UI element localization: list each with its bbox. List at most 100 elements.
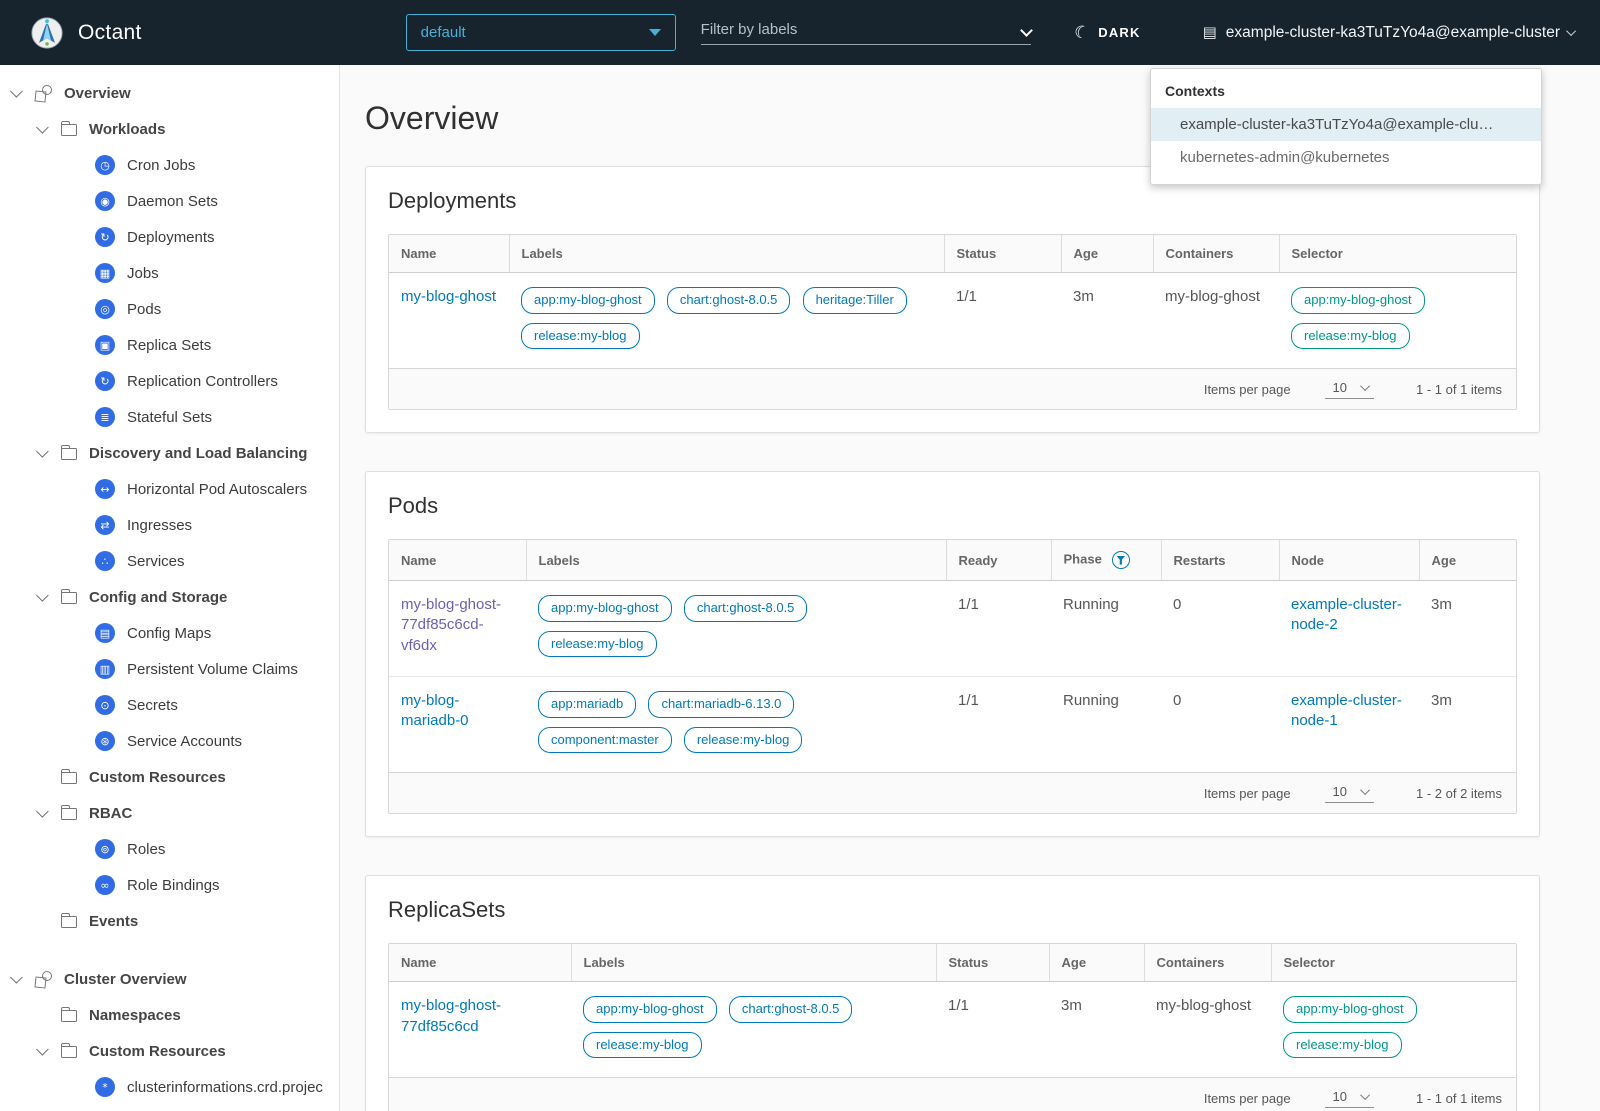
sidebar-item-cluster-overview[interactable]: Cluster Overview (0, 961, 339, 997)
items-per-page-select[interactable]: 10 (1324, 784, 1375, 803)
label-pill[interactable]: app:mariadb (538, 691, 637, 718)
label-pill[interactable]: app:my-blog-ghost (583, 996, 717, 1023)
sidebar-item-config-maps[interactable]: ▤ Config Maps (0, 615, 339, 651)
label-pill[interactable]: chart:ghost-8.0.5 (666, 287, 791, 314)
chevron-down-icon[interactable] (36, 804, 49, 818)
sidebar-item-deployments[interactable]: ↻ Deployments (0, 219, 339, 255)
sidebar-item-overview[interactable]: Overview (0, 75, 339, 111)
sidebar-item-roles[interactable]: ⊚ Roles (0, 831, 339, 867)
sidebar-item-persistent-volume-claims[interactable]: ▥ Persistent Volume Claims (0, 651, 339, 687)
items-per-page-select[interactable]: 10 (1324, 1089, 1375, 1108)
pods-card: Pods Name Labels Ready Phase Restarts No… (365, 471, 1540, 838)
items-per-page-select[interactable]: 10 (1324, 380, 1375, 399)
deployments-icon: ↻ (95, 227, 115, 247)
chevron-down-icon[interactable] (36, 1042, 49, 1056)
label-filter-input[interactable] (700, 20, 1014, 38)
sidebar-item-clusterinformations[interactable]: * clusterinformations.crd.projec (0, 1069, 339, 1105)
column-header-phase: Phase (1050, 540, 1161, 582)
table-row: my-blog-ghost app:my-blog-ghost chart:gh… (389, 273, 1516, 369)
sidebar-item-ingresses[interactable]: ⇄ Ingresses (0, 507, 339, 543)
sidebar-item-stateful-sets[interactable]: ≣ Stateful Sets (0, 399, 339, 435)
node-link[interactable]: example-cluster-node-1 (1291, 692, 1402, 730)
pod-name-link[interactable]: my-blog-mariadb-0 (401, 692, 469, 730)
folder-icon (60, 912, 77, 928)
label-pill[interactable]: release:my-blog (683, 726, 803, 754)
sidebar-item-daemon-sets[interactable]: ◉ Daemon Sets (0, 183, 339, 219)
selector-pill[interactable]: release:my-blog (1291, 322, 1410, 350)
label-pill[interactable]: chart:mariadb-6.13.0 (648, 691, 795, 718)
sidebar-group-config-and-storage[interactable]: Config and Storage (0, 579, 339, 615)
phase-value: Running (1063, 692, 1119, 710)
sidebar-group-events[interactable]: Events (0, 903, 339, 939)
replicaset-name-link[interactable]: my-blog-ghost-77df85c6cd (401, 997, 502, 1035)
selector-pill[interactable]: app:my-blog-ghost (1283, 996, 1417, 1023)
pods-table: Name Labels Ready Phase Restarts Node Ag… (388, 539, 1517, 815)
column-header-age: Age (1418, 540, 1516, 582)
theme-toggle-button[interactable]: ☾ DARK (1072, 21, 1141, 43)
pod-name-link[interactable]: my-blog-ghost-77df85c6cd-vf6dx (401, 596, 502, 654)
context-label: example-cluster-ka3TuTzYo4a@example-clus… (1225, 23, 1560, 41)
label-pill[interactable]: release:my-blog (521, 322, 640, 350)
sidebar-item-role-bindings[interactable]: ∞ Role Bindings (0, 867, 339, 903)
context-selector[interactable]: ▤ example-cluster-ka3TuTzYo4a@example-cl… (1203, 23, 1577, 42)
restarts-value: 0 (1173, 692, 1182, 710)
sidebar-item-horizontal-pod-autoscalers[interactable]: ↔ Horizontal Pod Autoscalers (0, 471, 339, 507)
folder-icon (60, 444, 77, 460)
label-pill[interactable]: release:my-blog (583, 1031, 702, 1059)
sidebar-group-discovery-load-balancing[interactable]: Discovery and Load Balancing (0, 435, 339, 471)
label-pill[interactable]: component:master (538, 726, 672, 754)
sidebar-item-secrets[interactable]: ⊙ Secrets (0, 687, 339, 723)
label-filter (700, 20, 1033, 45)
column-header-restarts: Restarts (1160, 540, 1279, 582)
selector-pill[interactable]: app:my-blog-ghost (1291, 287, 1425, 314)
label-pill[interactable]: app:my-blog-ghost (521, 287, 655, 314)
sidebar-group-cluster-custom-resources[interactable]: Custom Resources (0, 1033, 339, 1069)
chevron-down-icon[interactable] (36, 120, 49, 134)
label-pill[interactable]: heritage:Tiller (802, 287, 907, 314)
label-pill[interactable]: chart:ghost-8.0.5 (728, 996, 853, 1023)
sidebar-group-workloads[interactable]: Workloads (0, 111, 339, 147)
sidebar-item-jobs[interactable]: ▦ Jobs (0, 255, 339, 291)
sidebar-item-pods[interactable]: ◎ Pods (0, 291, 339, 327)
services-icon: ∴ (95, 551, 115, 571)
chevron-down-icon (1360, 380, 1371, 391)
deployment-name-link[interactable]: my-blog-ghost (401, 288, 497, 305)
context-menu-item-selected[interactable]: example-cluster-ka3TuTzYo4a@example-clu… (1151, 108, 1541, 141)
selector-pill[interactable]: release:my-blog (1283, 1031, 1402, 1059)
column-header-containers: Containers (1152, 235, 1279, 273)
folder-icon (60, 120, 77, 136)
label-pill[interactable]: chart:ghost-8.0.5 (683, 595, 808, 622)
chevron-down-icon[interactable] (10, 84, 23, 98)
chevron-down-icon[interactable] (36, 444, 49, 458)
service-accounts-icon: ⊛ (95, 731, 115, 751)
label-pill[interactable]: release:my-blog (538, 630, 657, 658)
sidebar-item-replication-controllers[interactable]: ↻ Replication Controllers (0, 363, 339, 399)
ready-value: 1/1 (958, 596, 979, 614)
label-pill[interactable]: app:my-blog-ghost (538, 595, 672, 622)
cron-jobs-icon: ◷ (95, 155, 115, 175)
sidebar-group-namespaces[interactable]: Namespaces (0, 997, 339, 1033)
folder-icon (60, 804, 77, 820)
age-value: 3m (1073, 288, 1094, 305)
sidebar-group-rbac[interactable]: RBAC (0, 795, 339, 831)
chevron-down-icon (1360, 784, 1371, 795)
sidebar-group-custom-resources[interactable]: Custom Resources (0, 759, 339, 795)
context-menu-item[interactable]: kubernetes-admin@kubernetes (1180, 149, 1390, 166)
filter-icon[interactable] (1111, 551, 1130, 570)
pagination: Items per page 10 1 - 1 of 1 items (389, 1077, 1516, 1111)
node-link[interactable]: example-cluster-node-2 (1291, 596, 1402, 634)
table-row: my-blog-ghost-77df85c6cd-vf6dx app:my-bl… (389, 581, 1516, 677)
app-name: Octant (78, 20, 142, 44)
app-logo[interactable]: Octant (30, 16, 142, 50)
chevron-down-icon[interactable] (1019, 23, 1033, 37)
sidebar-item-cron-jobs[interactable]: ◷ Cron Jobs (0, 147, 339, 183)
namespace-dropdown[interactable]: default (405, 14, 676, 51)
column-header-containers: Containers (1143, 944, 1271, 983)
sidebar-item-service-accounts[interactable]: ⊛ Service Accounts (0, 723, 339, 759)
sidebar-item-replica-sets[interactable]: ▣ Replica Sets (0, 327, 339, 363)
chevron-down-icon[interactable] (36, 588, 49, 602)
chevron-down-icon[interactable] (10, 970, 23, 984)
sidebar-item-services[interactable]: ∴ Services (0, 543, 339, 579)
table-row: my-blog-mariadb-0 app:mariadb chart:mari… (389, 676, 1516, 773)
sidebar-item-csidrivers[interactable]: * csidrivers.csi.storage.k8s.io (0, 1105, 339, 1111)
